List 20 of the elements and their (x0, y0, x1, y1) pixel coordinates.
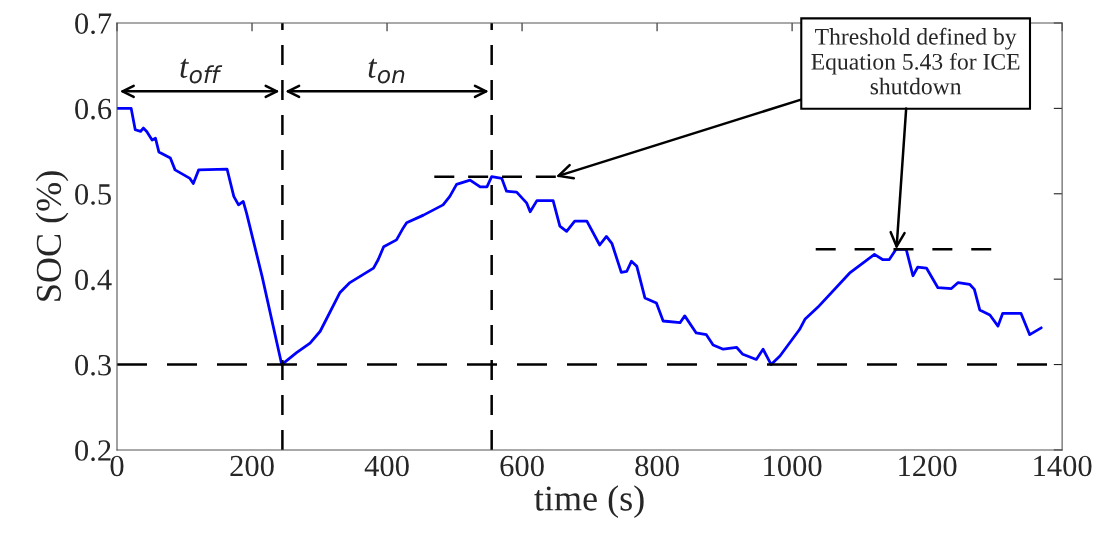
y-tick-label: 0.7 (75, 13, 112, 35)
y-tick-label: 0.2 (75, 440, 111, 461)
x-tick-label: 200 (230, 455, 274, 477)
y-tick-label: 0.4 (75, 269, 112, 291)
y-tick-label: 0.5 (75, 184, 111, 205)
x-tick-label: 600 (500, 455, 544, 477)
annotation: Threshold defined by Equation 5.43 for ICE shutdown (811, 27, 1020, 95)
y-tick-label: 0.3 (75, 354, 111, 376)
line-series (117, 107, 1043, 366)
x-tick-label: 800 (635, 455, 679, 477)
y-tick-label: 0.6 (75, 98, 112, 120)
y-axis-title: SOC (%) (35, 171, 69, 301)
x-tick-label: 1400 (1034, 455, 1092, 477)
annotation: t$_{off}$ (180, 58, 223, 84)
x-tick-label: 0 (110, 455, 124, 477)
x-tick-label: 400 (364, 455, 409, 477)
x-tick-label: 1000 (764, 455, 822, 477)
x-axis-title: time (s) (534, 485, 644, 519)
annotation: t$_{on}$ (368, 58, 405, 84)
x-tick-label: 1200 (899, 455, 957, 477)
